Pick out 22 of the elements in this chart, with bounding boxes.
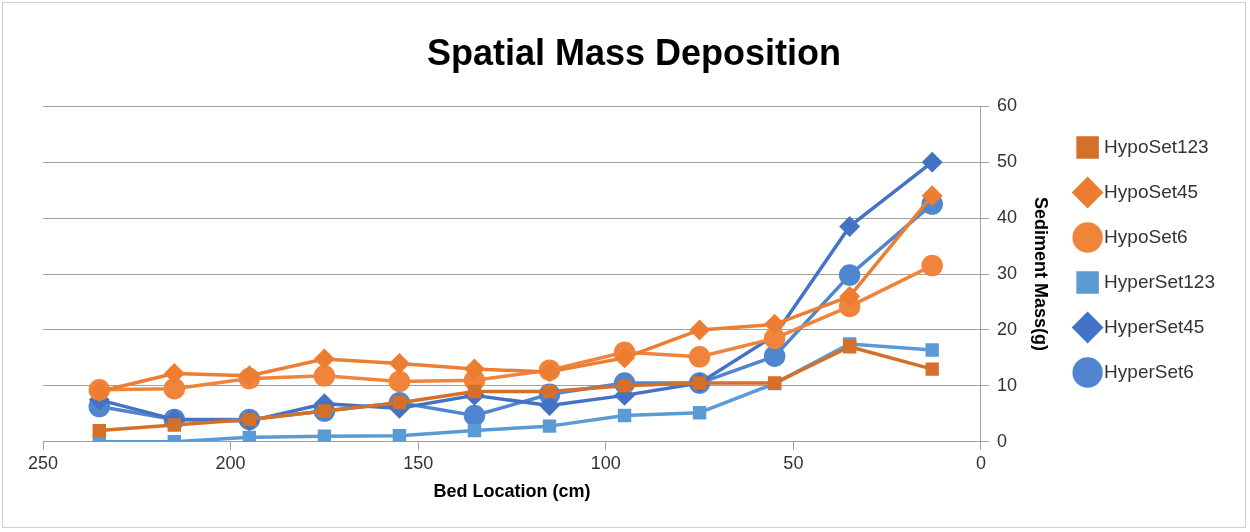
y-tick-label: 0 bbox=[996, 430, 1007, 451]
legend-label: HypoSet45 bbox=[1104, 180, 1199, 202]
x-tick-label: 100 bbox=[590, 452, 621, 473]
y-axis-title: Sediment Mass(g) bbox=[1030, 196, 1051, 352]
y-tick-label: 30 bbox=[996, 262, 1018, 283]
x-tick-label: 0 bbox=[975, 452, 986, 473]
y-tick-label: 50 bbox=[996, 151, 1018, 172]
chart-title: Spatial Mass Deposition bbox=[426, 31, 842, 73]
y-tick-label: 40 bbox=[996, 207, 1018, 228]
x-tick-label: 150 bbox=[403, 452, 434, 473]
x-tick-label: 50 bbox=[783, 452, 804, 473]
x-tick-label: 250 bbox=[27, 452, 59, 473]
legend-label: HyperSet6 bbox=[1104, 360, 1194, 382]
legend-label: HypoSet6 bbox=[1104, 225, 1188, 247]
legend-label: HyperSet123 bbox=[1104, 270, 1215, 292]
x-axis-title: Bed Location (cm) bbox=[433, 481, 591, 502]
y-tick-label: 20 bbox=[996, 318, 1018, 339]
x-tick-label: 200 bbox=[215, 452, 246, 473]
y-tick-label: 10 bbox=[996, 374, 1018, 395]
legend-label: HyperSet45 bbox=[1104, 315, 1205, 337]
y-tick-label: 60 bbox=[996, 95, 1018, 116]
legend-label: HypoSet123 bbox=[1104, 135, 1209, 157]
